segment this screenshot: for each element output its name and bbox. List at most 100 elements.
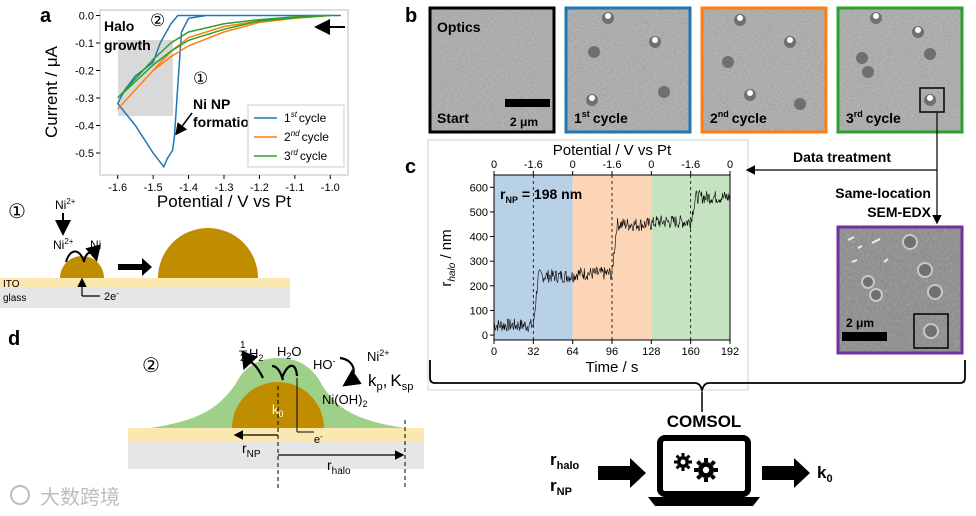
ito-layer-1	[0, 278, 290, 288]
sem-particle	[927, 284, 943, 300]
optics-particle	[658, 86, 670, 98]
ni2plus-mid: Ni2+	[53, 237, 74, 252]
ni-particle-d	[232, 382, 324, 428]
optics-particle	[862, 66, 874, 78]
kp-ksp-label: kp, Ksp	[368, 371, 413, 393]
optics-title: Optics	[437, 19, 481, 35]
comsol-in-arrow	[598, 458, 646, 488]
y-tick-label-a: -0.4	[75, 121, 94, 133]
ni2plus-top: Ni2+	[55, 197, 76, 212]
y-tick-label-a: -0.2	[75, 66, 94, 78]
top-tick-label-c: -1.6	[524, 159, 543, 171]
optics-texture	[566, 8, 690, 132]
x-tick-label-a: -1.4	[179, 182, 198, 194]
data-flow: Data treatment Same-location SEM-EDX 2 μ…	[429, 113, 966, 412]
ni-label-1: Ni NP	[193, 96, 230, 112]
h2-arrow	[241, 350, 264, 379]
panel-b: b Optics Start 2 μm 1st cycle 2nd cycle 3r…	[405, 5, 964, 134]
cycle-bands	[494, 175, 730, 340]
y-tick-label-a: 0.0	[79, 11, 94, 23]
top-tick-label-c: 0	[727, 159, 733, 171]
x-tick-label-c: 0	[491, 346, 497, 358]
gear-icon	[674, 453, 692, 471]
panel-d: d ② k0 e- 1 2 H2 H2O HO- Ni2+ kp, Ksp Ni(…	[8, 328, 424, 488]
panel-a: a -1.6 -1.5 -1.4 -1.3 -1.2 -1.1 -1.0 0.0 -0.1 -0.…	[40, 5, 349, 211]
panel-label-b: b	[405, 5, 417, 27]
y-tick-label-a: -0.5	[75, 148, 94, 160]
top-tick-label-c: 0	[491, 159, 497, 171]
top-tick-label-c: -1.6	[681, 159, 700, 171]
x-tick-label-c: 160	[681, 346, 699, 358]
sem-particle	[923, 323, 939, 339]
optics-bright-spot	[915, 27, 921, 33]
ni-formation-arrow	[175, 112, 193, 136]
y-tick-label-c: 100	[470, 305, 488, 317]
optics-frame-1	[564, 6, 692, 134]
y-tick-label-a: -0.3	[75, 93, 94, 105]
scheme2-number: ②	[142, 355, 160, 377]
panel-label-c: c	[405, 156, 416, 178]
reduction-arrow-right	[83, 244, 101, 263]
water-arrow-loop	[280, 364, 299, 379]
cv-curve-1	[116, 14, 341, 169]
x-axis-label-c: Time / s	[586, 359, 639, 376]
cv-curve-2	[117, 14, 331, 110]
optics-bright-spot	[787, 37, 793, 43]
top-tick-label-c: 0	[570, 159, 576, 171]
cycle-band-1	[494, 175, 573, 340]
x-tick-label-a: -1.3	[215, 182, 234, 194]
optics-bright-spot	[737, 15, 743, 21]
y-tick-label-c: 600	[470, 182, 488, 194]
growth-arrow	[118, 258, 152, 276]
selection-box	[919, 87, 945, 113]
y-tick-label-a: -0.1	[75, 38, 94, 50]
scheme-1: ① Ni2+ Ni2+ Ni ITO glass 2e-	[0, 197, 290, 308]
watermark-logo-icon	[10, 485, 30, 505]
scheme1-number: ①	[8, 201, 26, 223]
rhalo-label: rhalo	[327, 457, 351, 477]
laptop-base	[648, 497, 760, 506]
comsol-block: COMSOL rhalo rNP k0	[550, 412, 833, 506]
optics-bright-spot	[652, 37, 658, 43]
x-tick-label-c: 64	[567, 346, 579, 358]
hydroxide-arrow	[339, 356, 362, 387]
x-tick-label-a: -1.5	[144, 182, 163, 194]
cycle-band-2	[572, 175, 652, 340]
sem-label-1: Same-location	[835, 185, 931, 201]
x-tick-label-c: 96	[606, 346, 618, 358]
sem-particle	[902, 234, 918, 250]
optics-particle	[856, 52, 868, 64]
y-tick-label-c: 0	[482, 330, 488, 342]
comsol-input-rnp: rNP	[550, 476, 572, 498]
axis-ticks-a: -1.6 -1.5 -1.4 -1.3 -1.2 -1.1 -1.0 0.0 -0.1 -0.2 -…	[75, 11, 340, 195]
chart-c-frame	[427, 139, 749, 391]
ni-nanoparticle	[158, 228, 258, 278]
optics-particle	[794, 98, 806, 110]
legend-entry-1: 1st cycle	[284, 110, 327, 125]
top-axis-label-c: Potential / V vs Pt	[553, 142, 672, 159]
top-tick-label-c: 0	[648, 159, 654, 171]
x-tick-label-a: -1.2	[250, 182, 269, 194]
y-axis-label-a: Current / μA	[42, 45, 61, 138]
optics-label-cycle2: 2nd cycle	[710, 109, 767, 126]
optics-bright-spot	[873, 13, 879, 19]
y-tick-label-c: 200	[470, 281, 488, 293]
nioh2-label: Ni(OH)2	[322, 392, 367, 409]
y-tick-label-c: 400	[470, 232, 488, 244]
halo-label-1: Halo	[104, 18, 134, 34]
panel-label-a: a	[40, 5, 52, 27]
legend-a: 1st cycle 2nd cycle 3rd cycle	[247, 104, 345, 168]
sem-scale-label: 2 μm	[846, 316, 874, 330]
optics-frames	[428, 6, 964, 134]
h2-fraction-bottom: 2	[240, 353, 246, 364]
optics-bright-spot	[927, 95, 933, 101]
halo-step-number: ②	[150, 11, 165, 30]
optics-particle	[588, 46, 600, 58]
optics-bright-spot	[589, 95, 595, 101]
radius-trace	[494, 189, 730, 333]
comsol-output-k0: k0	[817, 463, 833, 485]
reduction-arrow-left	[65, 250, 85, 263]
glass-label-1: glass	[3, 293, 26, 304]
y-tick-label-c: 300	[470, 256, 488, 268]
